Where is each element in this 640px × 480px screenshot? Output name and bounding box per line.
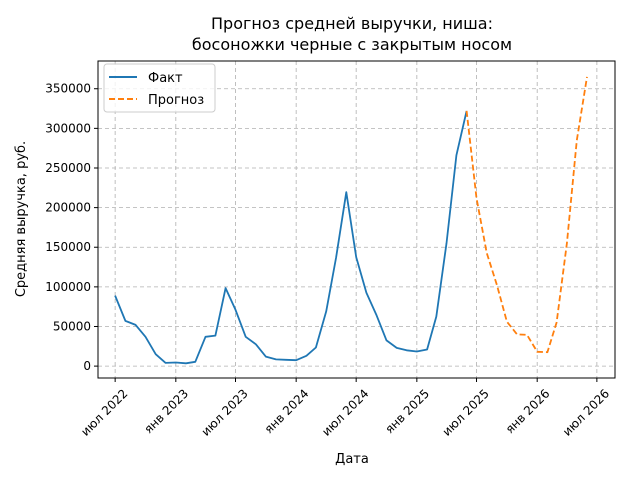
y-tick-label: 350000 bbox=[45, 82, 91, 96]
series-line-forecast bbox=[465, 76, 588, 354]
y-tick-label: 200000 bbox=[45, 201, 91, 215]
x-axis-label: Дата bbox=[335, 452, 369, 467]
y-tick-label: 150000 bbox=[45, 240, 91, 254]
y-tick-label: 300000 bbox=[45, 121, 91, 135]
x-tick-label: июл 2026 bbox=[560, 386, 612, 438]
series-layer bbox=[114, 76, 588, 365]
y-tick-label: 50000 bbox=[53, 319, 91, 333]
y-axis-label: Средняя выручка, руб. bbox=[14, 141, 29, 297]
x-tick-label: июл 2022 bbox=[78, 386, 130, 438]
x-tick-label: янв 2025 bbox=[382, 386, 432, 436]
y-tick-label: 0 bbox=[83, 359, 91, 373]
chart-title-line-1: Прогноз средней выручки, ниша: bbox=[211, 14, 493, 33]
grid-layer bbox=[98, 61, 615, 378]
x-tick-label: янв 2024 bbox=[262, 386, 312, 436]
x-tick-label: июл 2024 bbox=[319, 386, 371, 438]
legend: Факт Прогноз bbox=[103, 63, 216, 113]
legend-label-forecast: Прогноз bbox=[148, 93, 204, 108]
x-tick-label: янв 2026 bbox=[503, 386, 553, 436]
legend-label-fact: Факт bbox=[148, 71, 183, 86]
x-tick-label: янв 2023 bbox=[141, 386, 191, 436]
y-axis: 0 50000 100000 150000 200000 250000 300000 3500… bbox=[45, 82, 98, 373]
x-axis: июл 2022 янв 2023 июл 2023 янв 2024 июл 2024… bbox=[78, 378, 612, 439]
series-line-fact bbox=[114, 110, 468, 365]
y-tick-label: 100000 bbox=[45, 280, 91, 294]
chart-title-line-2: босоножки черные с закрытым носом bbox=[192, 35, 512, 54]
x-tick-label: июл 2025 bbox=[440, 386, 492, 438]
x-tick-label: июл 2023 bbox=[199, 386, 251, 438]
y-tick-label: 250000 bbox=[45, 161, 91, 175]
